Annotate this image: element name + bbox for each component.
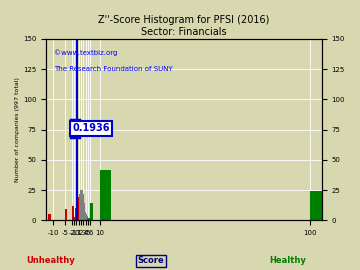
Bar (82, 201, 84, 220)
Bar (85, 217, 88, 220)
Bar (90, 203, 93, 220)
Title: Z''-Score Histogram for PFSI (2016)
Sector: Financials: Z''-Score Histogram for PFSI (2016) Sect… (98, 15, 270, 37)
Bar (80, 190, 83, 220)
Bar (86, 218, 89, 220)
Bar (85, 215, 87, 220)
Bar (79, 196, 81, 220)
Bar (87, 218, 89, 220)
Bar (48, 214, 51, 220)
Bar (86, 218, 89, 220)
Bar (85, 217, 87, 220)
Bar (100, 170, 112, 220)
Bar (87, 218, 90, 220)
Bar (83, 208, 85, 220)
Bar (81, 194, 83, 220)
Bar (84, 214, 86, 220)
Bar (87, 218, 89, 220)
Bar (84, 212, 86, 220)
Bar (81, 196, 83, 220)
Bar (86, 217, 88, 220)
Bar (81, 195, 84, 220)
Bar (310, 191, 322, 220)
Bar (82, 206, 85, 220)
Bar (65, 210, 67, 220)
Bar (80, 191, 82, 220)
Y-axis label: Number of companies (997 total): Number of companies (997 total) (15, 77, 20, 182)
Bar (82, 203, 85, 220)
Bar (80, 196, 82, 220)
Bar (81, 190, 84, 220)
Bar (82, 194, 84, 220)
Text: The Research Foundation of SUNY: The Research Foundation of SUNY (54, 66, 173, 72)
Bar (80, 194, 82, 220)
Bar (84, 214, 86, 220)
Bar (79, 194, 81, 220)
Bar (88, 218, 90, 220)
Text: Healthy: Healthy (270, 256, 306, 265)
Text: 0.1936: 0.1936 (72, 123, 110, 133)
Bar (87, 218, 90, 220)
Bar (89, 219, 91, 220)
Bar (86, 218, 88, 220)
Text: Score: Score (138, 256, 165, 265)
Bar (84, 213, 86, 220)
Bar (81, 198, 84, 220)
Bar (84, 215, 87, 220)
Bar (72, 206, 74, 220)
Bar (88, 219, 90, 220)
Bar (87, 219, 90, 220)
Bar (85, 214, 87, 220)
Bar (83, 206, 85, 220)
Text: Unhealthy: Unhealthy (26, 256, 75, 265)
Bar (79, 194, 81, 220)
Bar (85, 215, 87, 220)
Bar (80, 191, 82, 220)
Bar (83, 211, 85, 220)
Text: ©www.textbiz.org: ©www.textbiz.org (54, 49, 118, 56)
